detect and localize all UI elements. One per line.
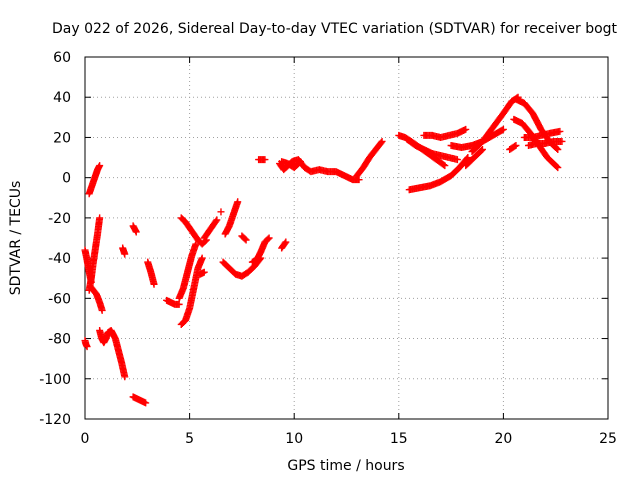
tick-layer: 0 5 10 15 20 25 -120 -100 -80 -60 -40 -20 0 20 40 60 <box>39 50 617 447</box>
series-s26 <box>353 137 386 180</box>
series-s4 <box>85 162 104 198</box>
x-tick-label: 25 <box>599 431 617 447</box>
x-tick-label: 0 <box>81 431 90 447</box>
data-point-marker <box>198 254 206 262</box>
data-point-marker <box>355 176 363 184</box>
data-point-marker <box>96 162 104 170</box>
data-point-marker <box>175 300 183 308</box>
data-point-marker <box>440 161 448 169</box>
data-point-marker <box>98 306 106 314</box>
series-s6 <box>96 327 129 381</box>
y-tick-label: 40 <box>53 90 71 106</box>
data-point-marker <box>553 145 561 153</box>
data-point-marker <box>477 147 485 155</box>
y-axis-label: SDTVAR / TECUs <box>8 181 24 296</box>
series-s38 <box>462 146 486 170</box>
data-point-marker <box>200 268 208 276</box>
series-s5 <box>86 282 106 314</box>
series-s11 <box>163 296 183 308</box>
x-tick-label: 20 <box>494 431 512 447</box>
plot-frame <box>84 56 609 420</box>
data-point-marker <box>511 142 519 150</box>
y-tick-label: -80 <box>48 332 71 348</box>
y-tick-label: -60 <box>48 291 71 307</box>
data-point-marker <box>265 234 273 242</box>
series-s2 <box>81 337 91 351</box>
data-point-marker <box>242 236 250 244</box>
x-axis-label: GPS time / hours <box>287 458 404 474</box>
series-s36 <box>525 137 566 149</box>
series-s30 <box>405 154 472 194</box>
data-point-marker <box>281 239 289 247</box>
data-point-marker <box>132 228 140 236</box>
data-point-marker <box>121 250 129 258</box>
data-point-marker <box>554 146 562 154</box>
data-point-marker <box>462 125 470 133</box>
data-point-marker <box>556 127 564 135</box>
data-point-marker <box>83 343 91 351</box>
y-tick-label: -40 <box>48 251 71 267</box>
data-point-marker <box>96 214 104 222</box>
data-point-marker <box>378 137 386 145</box>
series-s8 <box>129 222 140 236</box>
series-s12 <box>175 240 200 302</box>
series-s17 <box>221 198 242 238</box>
series-s13 <box>177 254 206 328</box>
series-s10 <box>144 258 158 288</box>
data-point-marker <box>512 141 520 149</box>
data-point-marker <box>212 217 220 225</box>
data-point-marker <box>264 235 272 243</box>
data-point-marker <box>295 159 303 167</box>
series-s37 <box>506 141 520 154</box>
y-tick-label: -120 <box>39 412 71 428</box>
data-point-marker <box>553 163 561 171</box>
data-point-marker <box>558 137 566 145</box>
y-tick-label: 0 <box>62 171 71 187</box>
series-s24 <box>276 156 363 184</box>
y-tick-label: 60 <box>53 50 71 66</box>
data-points-layer <box>81 93 566 407</box>
data-point-marker <box>150 280 158 288</box>
series-s35 <box>520 127 564 141</box>
series-s15 <box>200 216 221 242</box>
y-tick-label: 20 <box>53 130 71 146</box>
data-point-marker <box>453 156 461 164</box>
series-s18 <box>217 208 225 216</box>
series-s23 <box>278 238 290 252</box>
data-point-marker <box>213 216 221 224</box>
data-point-marker <box>296 158 304 166</box>
series-s29 <box>420 125 470 141</box>
x-tick-label: 15 <box>390 431 408 447</box>
data-point-marker <box>217 208 225 216</box>
data-point-marker <box>142 399 150 407</box>
data-point-marker <box>234 198 242 206</box>
series-s20 <box>238 232 250 244</box>
series-s9 <box>129 393 150 407</box>
data-point-marker <box>377 139 385 147</box>
chart-title: Day 022 of 2026, Sidereal Day-to-day VTE… <box>52 21 618 37</box>
series-s22 <box>255 156 269 164</box>
series-s21 <box>248 234 273 266</box>
x-tick-label: 5 <box>185 431 194 447</box>
data-point-marker <box>121 373 129 381</box>
data-point-marker <box>241 235 249 243</box>
data-point-marker <box>261 156 269 164</box>
data-point-marker <box>441 162 449 170</box>
series-s28 <box>403 135 461 164</box>
series-s25 <box>278 158 304 172</box>
series-s16 <box>196 268 208 278</box>
series-s14 <box>177 214 210 248</box>
data-point-marker <box>282 238 290 246</box>
x-tick-label: 10 <box>285 431 303 447</box>
data-point-marker <box>478 146 486 154</box>
y-tick-label: -100 <box>39 372 71 388</box>
data-point-marker <box>554 164 562 172</box>
y-tick-label: -20 <box>48 211 71 227</box>
series-s7 <box>119 244 129 258</box>
data-point-marker <box>499 125 507 133</box>
